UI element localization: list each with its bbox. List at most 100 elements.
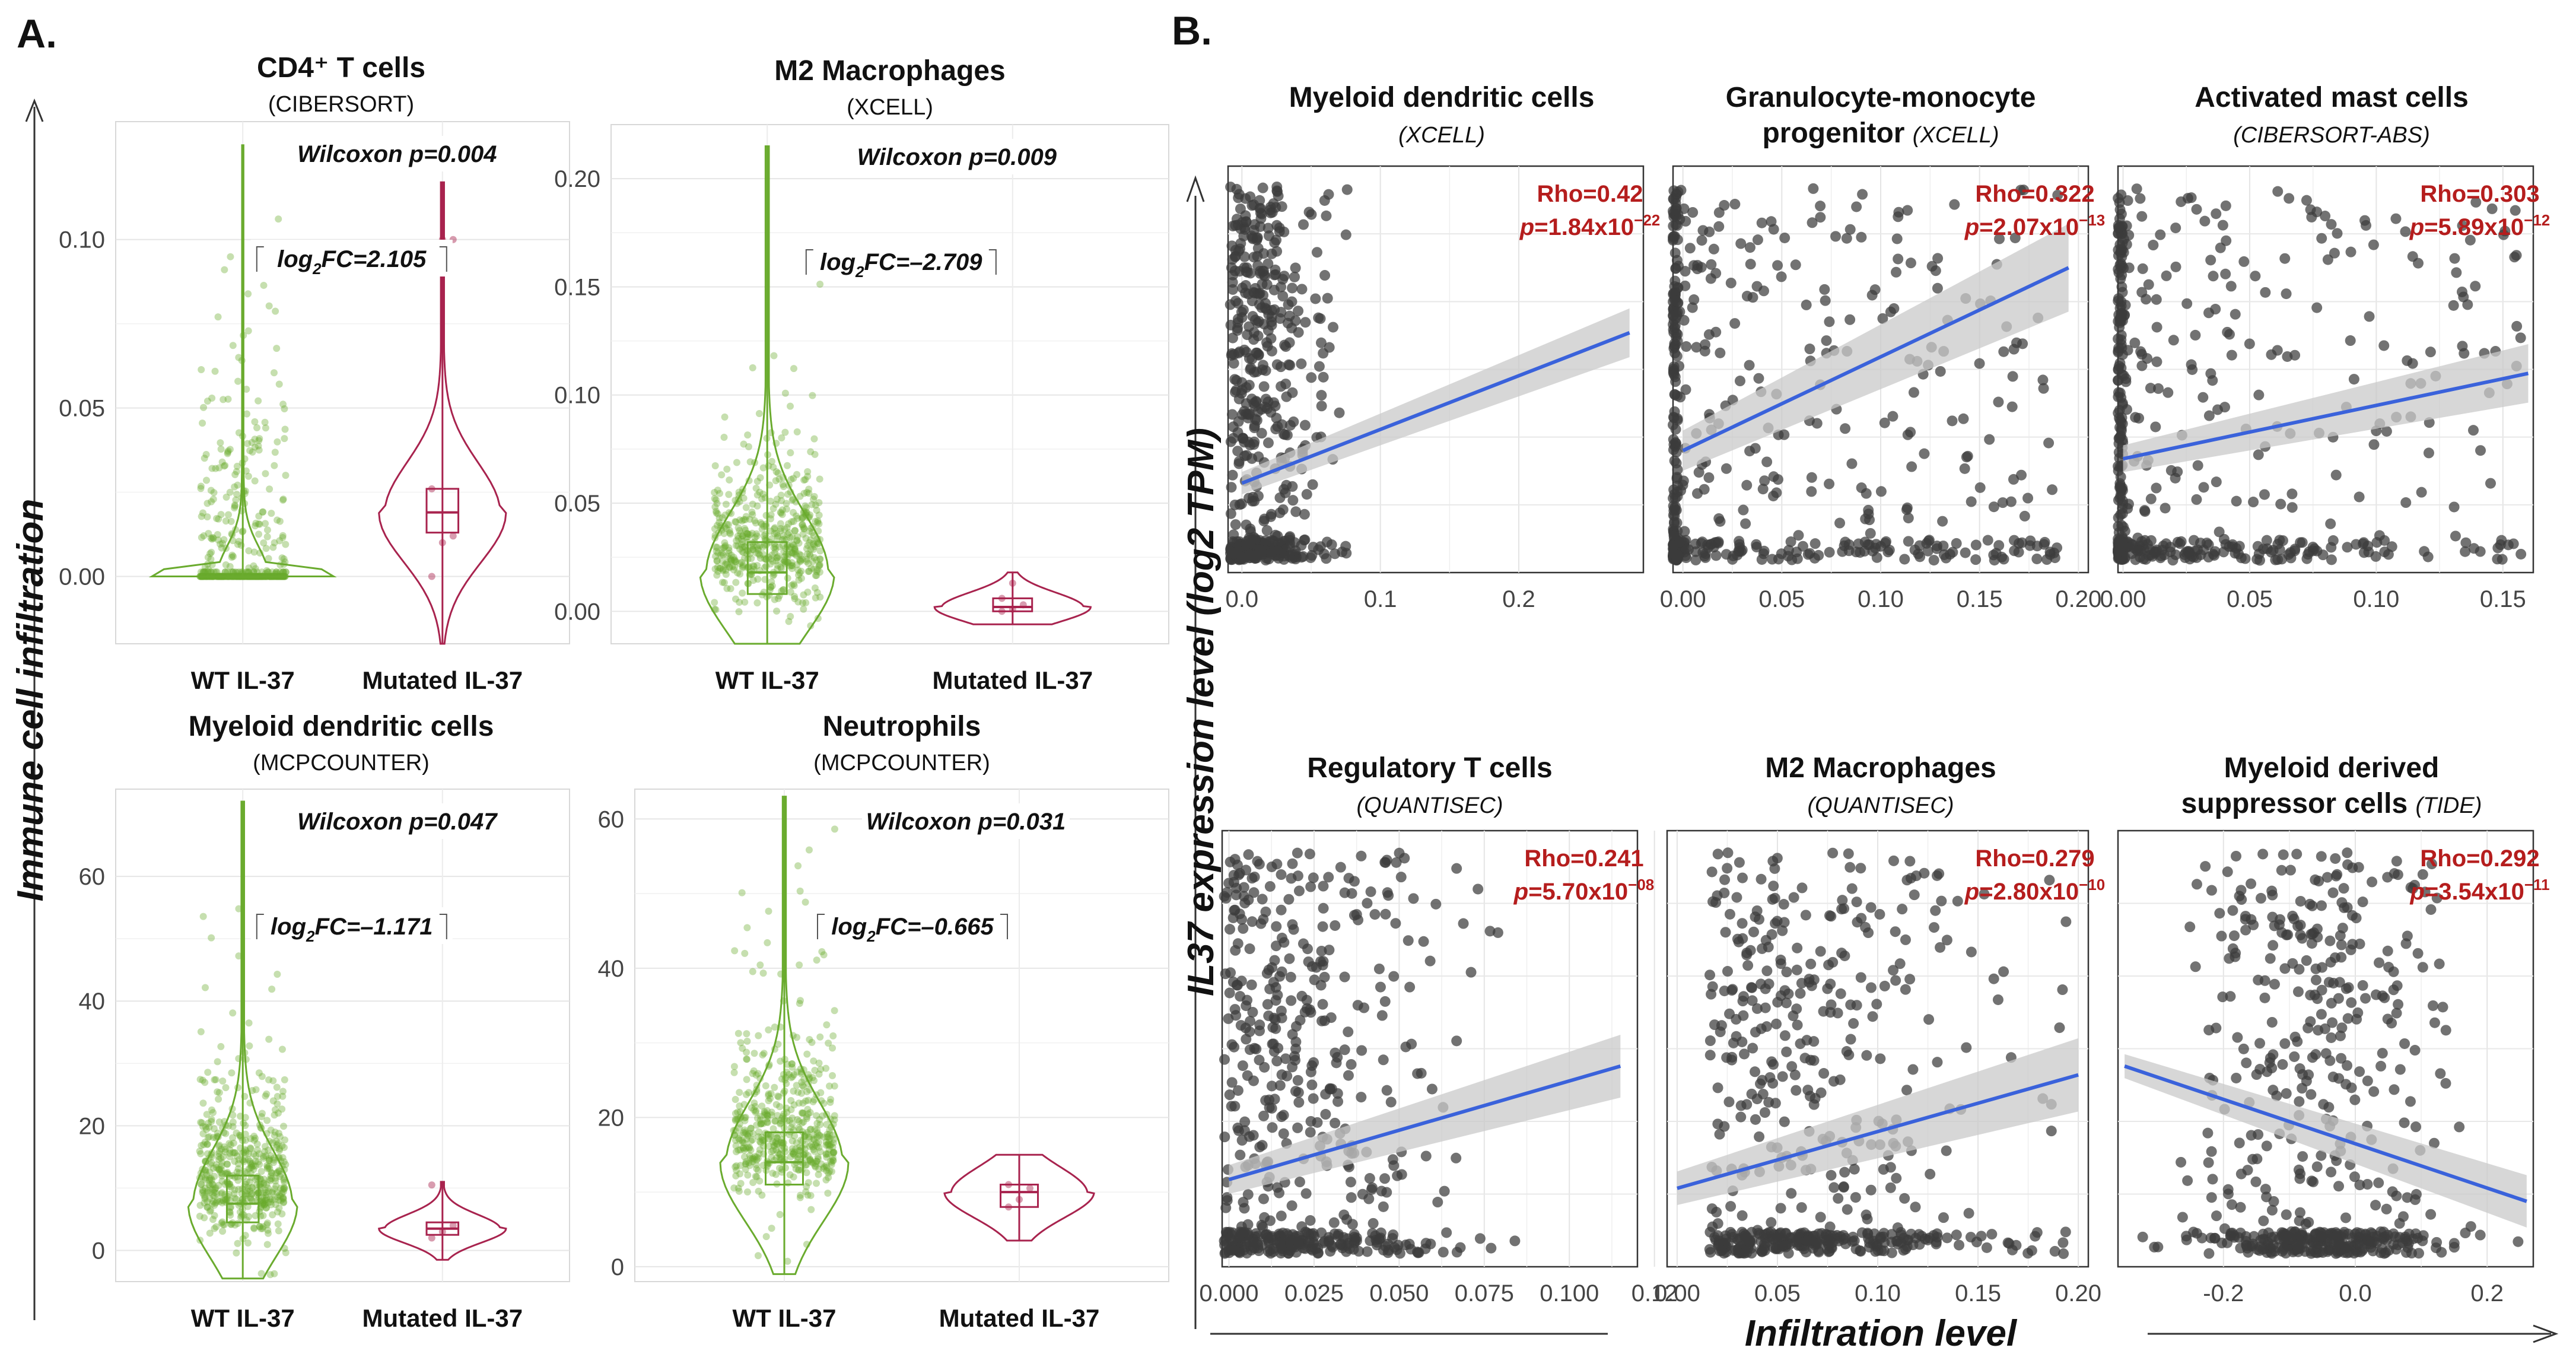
mut-data-point	[428, 1181, 435, 1189]
data-point	[1299, 508, 1310, 520]
data-point	[2170, 222, 2181, 234]
data-point	[1729, 318, 1741, 329]
wt-data-point	[212, 568, 220, 576]
wt-data-point	[753, 599, 761, 607]
wt-data-point	[215, 1089, 223, 1096]
data-point	[2155, 551, 2167, 562]
wt-data-point	[279, 496, 287, 504]
mut-data-point	[1005, 1181, 1012, 1188]
data-point	[2320, 211, 2331, 222]
data-point	[1322, 293, 1333, 304]
wt-data-point	[202, 1123, 209, 1131]
data-point	[1704, 1050, 1716, 1061]
wt-data-point	[255, 437, 263, 444]
data-point	[1865, 982, 1877, 993]
data-point	[1719, 874, 1731, 885]
data-point	[1274, 222, 1285, 234]
data-point	[1365, 886, 1376, 897]
data-point	[1458, 918, 1469, 929]
wt-data-point	[212, 1076, 220, 1083]
wt-data-point	[792, 1165, 800, 1173]
data-point	[1951, 538, 1962, 549]
data-point	[2220, 200, 2231, 211]
wt-data-point	[794, 598, 802, 606]
data-point	[2492, 554, 2503, 565]
wt-data-point	[197, 485, 205, 492]
data-point	[1903, 536, 1914, 547]
data-point	[1274, 1237, 1286, 1248]
wt-data-point	[771, 596, 778, 603]
wt-data-point	[224, 1180, 232, 1188]
data-point	[2130, 412, 2141, 423]
wt-data-point	[800, 591, 807, 599]
data-point	[1343, 1026, 1354, 1038]
data-point	[1865, 527, 1876, 539]
wt-data-point	[786, 562, 794, 570]
wt-data-point	[269, 543, 277, 551]
wt-data-point	[233, 1249, 240, 1257]
data-point	[1240, 408, 1251, 419]
data-point	[1378, 1201, 1389, 1212]
data-point	[2203, 410, 2215, 421]
y-tick-label: 0.15	[554, 274, 600, 300]
wt-data-point	[199, 913, 207, 920]
data-point	[2332, 228, 2343, 239]
wt-data-point	[756, 961, 764, 969]
data-point	[1227, 332, 1238, 344]
data-point	[1230, 519, 1241, 530]
data-point	[1375, 1232, 1386, 1244]
data-point	[1253, 316, 1264, 327]
data-point	[1323, 189, 1334, 200]
data-point	[1890, 975, 1901, 986]
data-point	[1712, 848, 1723, 860]
data-point	[1292, 1075, 1303, 1086]
wt-data-point	[722, 500, 730, 508]
data-point	[1379, 996, 1391, 1007]
wt-data-point	[208, 394, 216, 402]
wt-data-point	[755, 410, 763, 418]
data-point	[1751, 281, 1763, 292]
data-point	[1269, 955, 1280, 966]
data-point	[1766, 1217, 1777, 1228]
wt-data-point	[255, 442, 262, 450]
data-point	[2187, 364, 2198, 375]
data-point	[1703, 472, 1715, 483]
data-point	[2378, 340, 2390, 351]
data-point	[1292, 847, 1303, 859]
data-point	[1486, 1242, 1497, 1254]
data-point	[2224, 329, 2235, 340]
data-point	[1269, 1094, 1280, 1105]
data-point	[1381, 1085, 1392, 1096]
data-point	[1261, 1232, 1273, 1244]
data-point	[1741, 479, 1753, 491]
wt-data-point	[276, 537, 284, 545]
wt-data-point	[233, 491, 241, 498]
data-point	[1340, 229, 1351, 240]
wt-data-point	[256, 520, 263, 528]
mut-data-point	[1009, 605, 1016, 613]
data-point	[1242, 994, 1253, 1006]
data-point	[2511, 320, 2523, 332]
data-point	[2198, 482, 2209, 493]
data-point	[1364, 1173, 1375, 1184]
data-point	[1474, 1233, 1486, 1244]
data-point	[1274, 971, 1286, 982]
data-point	[1269, 237, 1280, 249]
wt-data-point	[813, 571, 820, 579]
wt-data-point	[736, 516, 744, 524]
wt-data-point	[730, 1069, 738, 1076]
data-point	[1865, 902, 1877, 913]
data-point	[1897, 904, 1908, 915]
data-point	[1226, 482, 1237, 493]
data-point	[1671, 472, 1683, 483]
data-point	[1231, 183, 1242, 195]
plot-area	[115, 121, 570, 644]
data-point	[1844, 862, 1856, 873]
data-point	[1745, 259, 1756, 270]
data-point	[1672, 415, 1683, 426]
data-point	[1375, 981, 1386, 993]
wt-data-point	[282, 568, 290, 576]
x-tick-label: 0.10	[1858, 586, 1904, 612]
data-point	[2402, 355, 2413, 366]
data-point	[1668, 234, 1679, 246]
